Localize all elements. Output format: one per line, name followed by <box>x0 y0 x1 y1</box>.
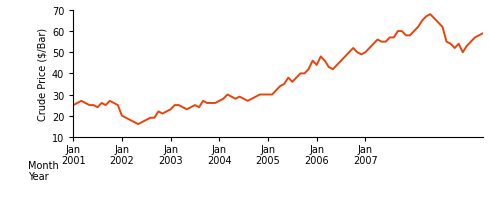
Text: Month
Year: Month Year <box>28 160 59 181</box>
Y-axis label: Crude Price ($/Bar): Crude Price ($/Bar) <box>38 28 48 120</box>
